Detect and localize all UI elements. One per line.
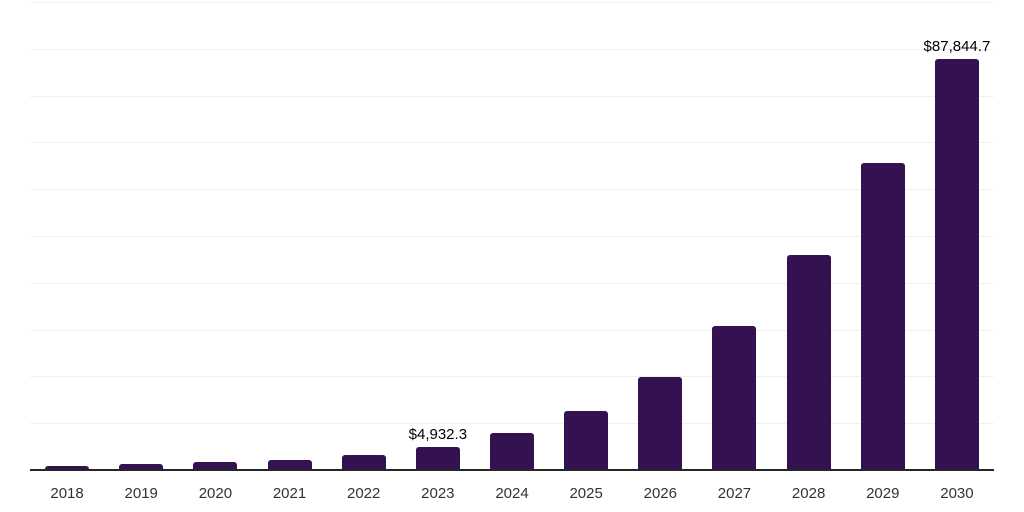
bar-2021 [267,459,312,470]
x-tick-2019: 2019 [124,485,158,502]
x-tick-2025: 2025 [569,485,603,502]
gridline [30,376,994,378]
bar-2029 [860,162,905,470]
bar-value-label-2023: $4,932.3 [408,425,468,443]
bar-2023 [415,446,460,470]
plot-area: $4,932.3 $87,844.7 [30,0,994,471]
bar-2030 [934,58,979,470]
gridline [30,95,994,97]
x-tick-2027: 2027 [717,485,752,502]
gridline [30,423,994,425]
bar-2024 [490,432,534,470]
gridline [30,189,994,191]
bar-2019 [119,464,164,470]
gridline [30,236,994,237]
bar-2020 [193,462,238,470]
bar-2018 [45,465,90,470]
gridline [30,48,994,50]
x-axis-line [30,469,994,471]
bar-2025 [564,410,609,470]
x-tick-2024: 2024 [495,485,529,502]
gridline [30,282,994,284]
gridline [30,142,994,144]
x-tick-2020: 2020 [198,485,233,502]
x-tick-2028: 2028 [791,485,826,502]
x-tick-2021: 2021 [272,485,307,502]
bar-2026 [638,377,683,470]
x-tick-2026: 2026 [643,485,677,502]
bar-2028 [786,254,831,470]
x-tick-2030: 2030 [940,485,974,502]
x-tick-2022: 2022 [347,485,381,502]
bar-2022 [341,455,386,470]
bar-2027 [712,326,757,470]
x-tick-2029: 2029 [866,485,900,502]
bar-value-label-2030: $87,844.7 [923,37,991,55]
gridline [30,2,994,3]
gridline [30,329,994,331]
x-tick-2018: 2018 [50,485,84,502]
x-tick-2023: 2023 [421,485,455,502]
